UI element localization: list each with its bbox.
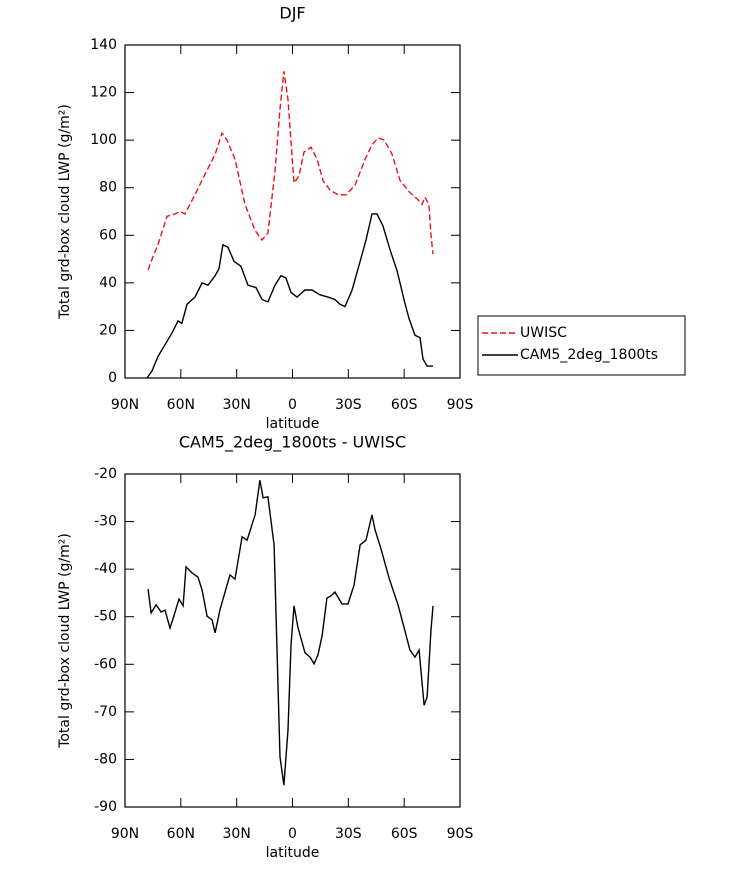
x-tick-label: 90S	[447, 826, 474, 842]
x-tick-label: 90N	[111, 397, 139, 413]
y-tick-label: -80	[94, 751, 117, 767]
y-tick-label: 20	[99, 322, 117, 338]
x-axis-label: latitude	[266, 845, 320, 861]
y-tick-label: -50	[94, 609, 117, 625]
y-tick-label: -70	[94, 704, 117, 720]
legend-box	[477, 315, 686, 376]
x-tick-label: 90N	[111, 826, 139, 842]
chart-title: CAM5_2deg_1800ts - UWISC	[179, 433, 406, 453]
chart-title: DJF	[279, 4, 305, 23]
plot-frame	[124, 473, 461, 808]
x-tick-label: 30S	[335, 826, 362, 842]
y-tick-label: 80	[99, 180, 117, 196]
x-axis-label: latitude	[266, 416, 320, 432]
y-axis-label: Total grd-box cloud LWP (g/m²)	[57, 533, 73, 749]
y-tick-label: 60	[99, 227, 117, 243]
x-tick-label: 60N	[167, 826, 195, 842]
x-tick-label: 60N	[167, 397, 195, 413]
x-tick-label: 30N	[223, 826, 251, 842]
y-tick-label: 120	[90, 85, 117, 101]
x-tick-label: 30N	[223, 397, 251, 413]
x-tick-label: 0	[288, 397, 297, 413]
y-tick-label: -30	[94, 514, 117, 530]
data-line	[147, 480, 434, 786]
x-tick-label: 30S	[335, 397, 362, 413]
data-line	[146, 213, 433, 379]
y-tick-label: -40	[94, 561, 117, 577]
y-tick-label: 140	[90, 37, 117, 53]
x-tick-label: 60S	[391, 397, 418, 413]
data-line	[147, 71, 434, 271]
y-tick-label: -60	[94, 656, 117, 672]
legend-label: CAM5_2deg_1800ts	[520, 347, 658, 363]
x-tick-label: 0	[288, 826, 297, 842]
y-tick-label: -90	[94, 799, 117, 815]
plot-frame	[124, 44, 461, 379]
y-axis-label: Total grd-box cloud LWP (g/m²)	[57, 104, 73, 320]
x-tick-label: 90S	[447, 397, 474, 413]
y-tick-label: -20	[94, 466, 117, 482]
y-tick-label: 100	[90, 132, 117, 148]
y-tick-label: 40	[99, 275, 117, 291]
legend-label: UWISC	[520, 325, 567, 341]
x-tick-label: 60S	[391, 826, 418, 842]
y-tick-label: 0	[108, 370, 117, 386]
